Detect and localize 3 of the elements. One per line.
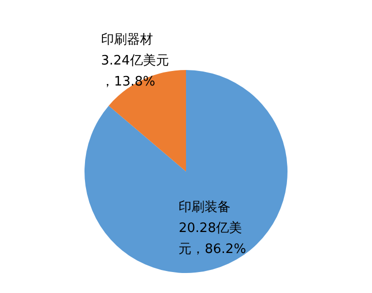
- data-label: 20.28亿美元，86.2%: [178, 220, 246, 258]
- slice-label: 印刷装备: [178, 200, 231, 216]
- slice-label: 印刷器材: [100, 32, 153, 48]
